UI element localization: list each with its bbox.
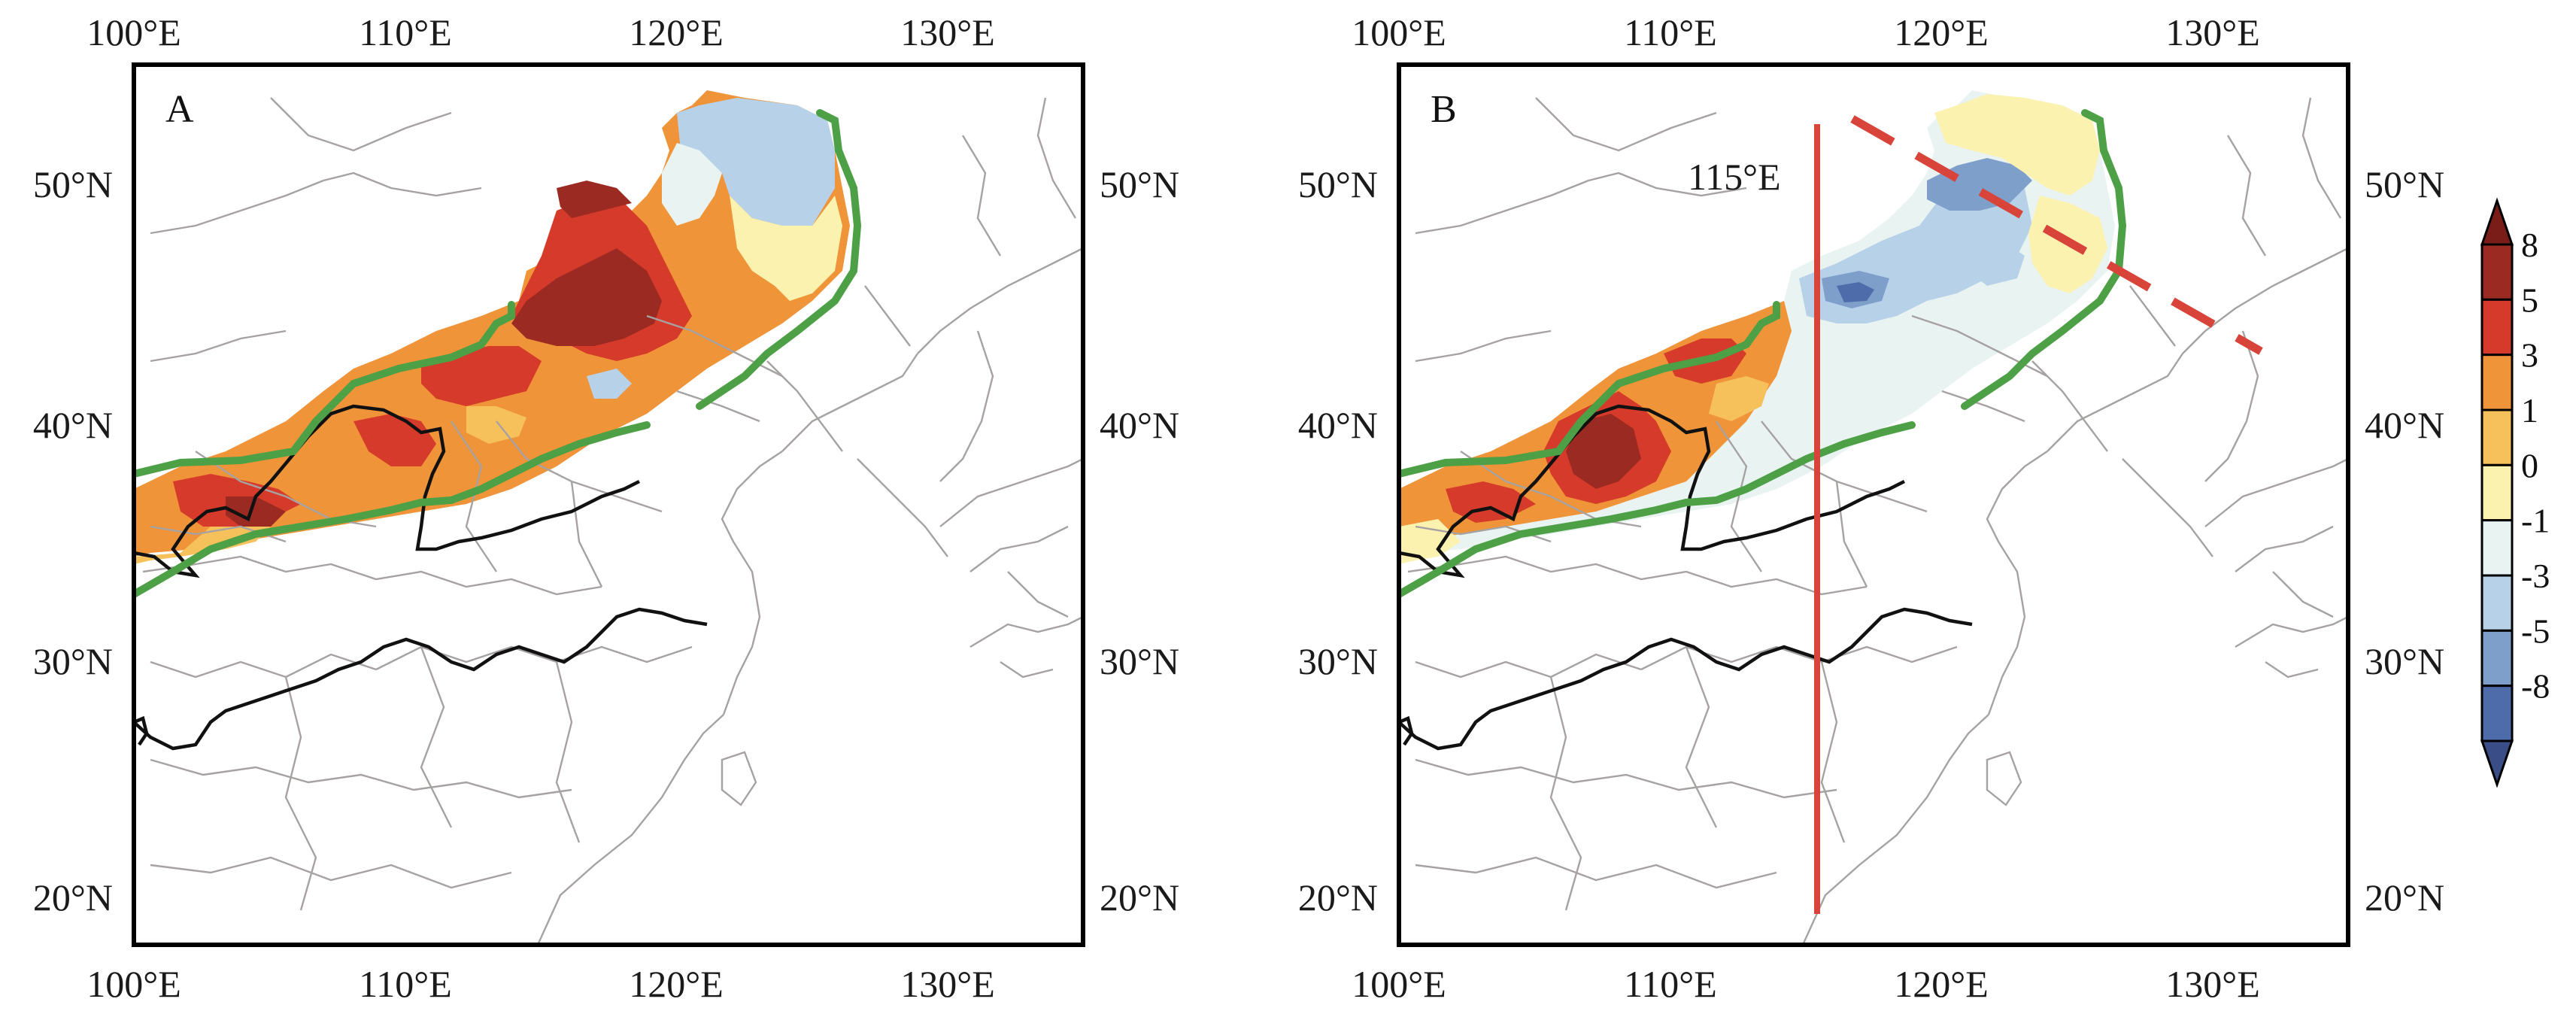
color-legend-label: 1: [2521, 391, 2538, 430]
panel-b-top-lon-tick-120: 120°E: [1894, 11, 1989, 53]
panel-b-bottom-lon-tick-130: 130°E: [2165, 963, 2260, 1005]
color-legend-cell: [2480, 298, 2514, 357]
panel-a-label: A: [165, 88, 194, 131]
panel-b-bottom-lon-tick-110: 110°E: [1624, 963, 1717, 1005]
color-legend-under-arrow: [2480, 739, 2514, 788]
panel-b-label: B: [1431, 88, 1457, 131]
panel-b-bottom-lon-tick-120: 120°E: [1894, 963, 1989, 1005]
panel-a-top-lon-tick-100: 100°E: [86, 11, 181, 53]
color-legend-cells: [2480, 197, 2514, 788]
color-legend-label: 5: [2521, 281, 2538, 319]
panel-b-right-lat-tick-30: 30°N: [2365, 640, 2444, 682]
panel-a-boundary-lines: [134, 109, 862, 598]
panel-b-frame-border: [1397, 62, 2350, 947]
color-legend-cell: [2480, 463, 2514, 522]
color-legend-label: -8: [2521, 667, 2550, 706]
panel-a: A 100°E 110°E 120°E 130°E 100°E 110°E 12…: [33, 11, 1179, 1005]
color-legend-label: 8: [2521, 226, 2538, 264]
panel-b-top-lon-ticks: 100°E 110°E 120°E 130°E: [1352, 11, 2260, 53]
panel-b-right-lat-tick-50: 50°N: [2365, 163, 2444, 205]
panel-a-left-lat-tick-50: 50°N: [33, 163, 113, 205]
color-legend-label: 0: [2521, 446, 2538, 484]
panel-a-right-lat-tick-40: 40°N: [1100, 404, 1179, 446]
color-legend-cell: [2480, 629, 2514, 688]
color-legend-cell: [2480, 243, 2514, 301]
color-legend-label: -3: [2521, 557, 2550, 595]
panel-b-left-lat-tick-30: 30°N: [1298, 640, 1378, 682]
panel-b-right-lat-tick-40: 40°N: [2365, 404, 2444, 446]
panel-b-top-lon-tick-110: 110°E: [1624, 11, 1717, 53]
panel-b-meridian-label: 115°E: [1688, 156, 1781, 198]
panel-a-left-lat-tick-30: 30°N: [33, 640, 113, 682]
color-legend-label: -5: [2521, 612, 2550, 650]
panel-a-top-lon-tick-130: 130°E: [900, 11, 995, 53]
panel-a-bottom-lon-tick-100: 100°E: [86, 963, 181, 1005]
color-legend-labels: 8 5 3 1 0 -1 -3 -5 -8: [2521, 226, 2550, 706]
panel-a-frame-border: [132, 62, 1085, 947]
panel-b-boundary-lines: [1399, 109, 2127, 598]
panel-a-bottom-lon-tick-120: 120°E: [629, 963, 724, 1005]
color-legend-label: 3: [2521, 336, 2538, 375]
color-legend-cell: [2480, 408, 2514, 466]
panel-b-left-lat-tick-40: 40°N: [1298, 404, 1378, 446]
panel-b-left-lat-tick-20: 20°N: [1298, 876, 1378, 918]
panel-a-bottom-lon-tick-110: 110°E: [359, 963, 452, 1005]
panel-b-top-lon-tick-130: 130°E: [2165, 11, 2260, 53]
color-legend: 8 5 3 1 0 -1 -3 -5 -8: [2480, 197, 2550, 788]
panel-a-right-lat-tick-50: 50°N: [1100, 163, 1179, 205]
panel-a-left-lat-tick-40: 40°N: [33, 404, 113, 446]
panel-b-top-lon-tick-100: 100°E: [1352, 11, 1446, 53]
panel-b-dashed-line: [1850, 115, 2263, 355]
panel-a-top-lon-tick-120: 120°E: [629, 11, 724, 53]
panel-a-top-lon-tick-110: 110°E: [359, 11, 452, 53]
panel-a-right-lat-ticks: 50°N 40°N 30°N 20°N: [1100, 163, 1179, 918]
panel-a-left-lat-tick-20: 20°N: [33, 876, 113, 918]
panel-b-right-lat-tick-20: 20°N: [2365, 876, 2444, 918]
panel-b-bottom-lon-ticks: 100°E 110°E 120°E 130°E: [1352, 963, 2260, 1005]
color-legend-over-arrow: [2480, 197, 2514, 246]
color-legend-cell: [2480, 574, 2514, 632]
panel-b-bottom-lon-tick-100: 100°E: [1352, 963, 1446, 1005]
color-legend-cell: [2480, 685, 2514, 742]
panel-a-bottom-lon-tick-130: 130°E: [900, 963, 995, 1005]
panel-b-left-lat-tick-50: 50°N: [1298, 163, 1378, 205]
panel-a-right-lat-tick-30: 30°N: [1100, 640, 1179, 682]
color-legend-label: -1: [2521, 502, 2550, 540]
color-legend-cell: [2480, 519, 2514, 577]
panel-b: B 115°E 100°E 110°E 120°E 130°E 100°E 11…: [1298, 11, 2444, 1005]
panel-b-left-lat-ticks: 50°N 40°N 30°N 20°N: [1298, 163, 1378, 918]
panel-a-left-lat-ticks: 50°N 40°N 30°N 20°N: [33, 163, 113, 918]
panel-b-right-lat-ticks: 50°N 40°N 30°N 20°N: [2365, 163, 2444, 918]
panel-a-top-lon-ticks: 100°E 110°E 120°E 130°E: [86, 11, 995, 53]
panel-a-bottom-lon-ticks: 100°E 110°E 120°E 130°E: [86, 963, 995, 1005]
panel-a-right-lat-tick-20: 20°N: [1100, 876, 1179, 918]
color-legend-cell: [2480, 354, 2514, 411]
